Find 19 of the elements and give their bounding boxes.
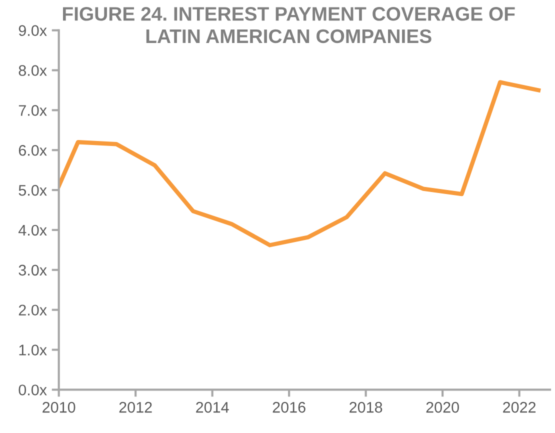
y-tick-label: 3.0x [18, 264, 47, 276]
x-tick-label: 2010 [42, 402, 76, 413]
y-tick-label: 9.0x [18, 25, 47, 36]
x-tick-label: 2016 [272, 402, 306, 413]
y-tick-label: 0.0x [18, 384, 47, 396]
y-tick-label: 2.0x [18, 304, 47, 316]
x-tick-label: 2014 [196, 402, 229, 413]
y-tick-label: 6.0x [18, 144, 47, 156]
y-tick-label: 7.0x [18, 105, 47, 116]
line-series [58, 80, 541, 248]
y-tick-label: 5.0x [18, 184, 47, 196]
x-tick-label: 2022 [503, 402, 536, 413]
x-tick-label: 2018 [350, 402, 382, 413]
x-tick-label: 2020 [426, 402, 459, 413]
chart-title: FIGURE 24. INTEREST PAYMENT COVERAGE OF LATIN AMERICAN COMPANIES [63, 7, 515, 44]
y-tick-label: 1.0x [19, 344, 47, 356]
y-tick-label: 4.0x [18, 224, 47, 236]
x-tick-label: 2012 [119, 402, 152, 413]
y-tick-label: 8.0x [18, 65, 47, 76]
